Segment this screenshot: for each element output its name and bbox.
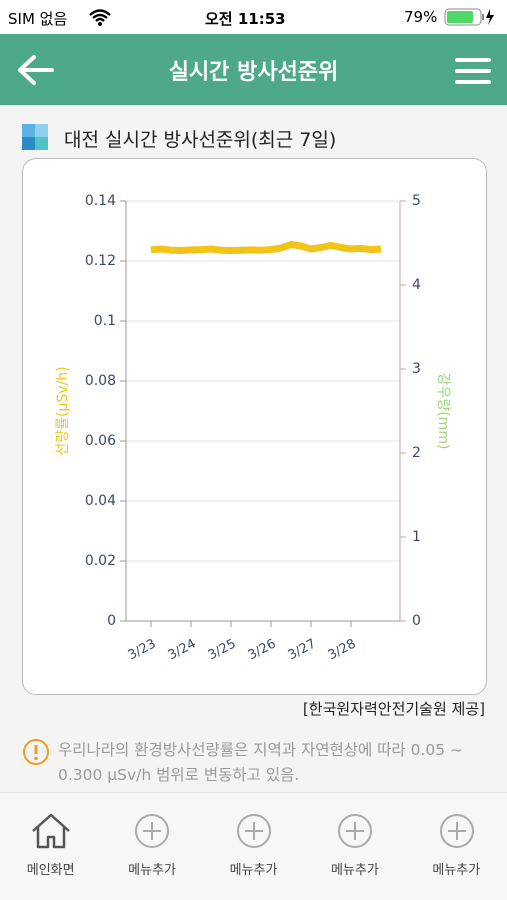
y2-tick-label: 2 <box>412 445 421 461</box>
tab[interactable]: 메뉴추가 <box>101 793 202 900</box>
y2-tick-label: 1 <box>412 529 421 545</box>
clock: 오전 11:53 <box>205 10 286 28</box>
section-icon <box>22 124 48 150</box>
header: 실시간 방사선준위 <box>0 34 507 105</box>
y2-tick-label: 3 <box>412 361 421 377</box>
chart: 0 0.02 0.04 0.06 0.08 0.1 0.12 0.14 0 1 2 3 4 5 선량률(μS… <box>55 193 451 663</box>
y-tick-label: 0.08 <box>85 373 116 389</box>
x-tick-label: 3/27 <box>286 636 319 663</box>
y-tick-label: 0.04 <box>85 493 116 509</box>
status-bar: SIM 없음 오전 11:53 79% <box>0 0 507 34</box>
y-tick-label: 0.12 <box>85 253 116 269</box>
tab-label: 메뉴추가 <box>432 863 481 878</box>
tab-bar: 메인화면 메뉴추가 메뉴추가 메뉴추가 메뉴추가 <box>0 792 507 900</box>
x-tick-label: 3/26 <box>246 636 279 663</box>
chart-card: 0 0.02 0.04 0.06 0.08 0.1 0.12 0.14 0 1 2 3 4 5 선량률(μS… <box>22 158 487 695</box>
y2-tick-label: 4 <box>412 277 421 293</box>
tab-icon <box>439 814 474 848</box>
menu-button[interactable] <box>455 56 491 86</box>
tab[interactable]: 메인화면 <box>0 793 101 900</box>
y-tick-label: 0.1 <box>94 313 116 329</box>
y-tick-label: 0.14 <box>85 193 116 209</box>
section-title: 대전 실시간 방사선준위(최근 7일) <box>64 129 337 151</box>
carrier: SIM 없음 <box>8 10 68 28</box>
back-button[interactable] <box>16 54 56 86</box>
battery-percent: 79% <box>404 8 438 26</box>
data-line <box>150 241 382 254</box>
tab[interactable]: 메뉴추가 <box>406 793 507 900</box>
y2-tick-label: 0 <box>412 613 421 629</box>
tab-icon <box>236 814 271 848</box>
tab-label: 메뉴추가 <box>229 863 278 878</box>
x-tick-label: 3/24 <box>166 636 199 663</box>
x-tick-label: 3/23 <box>126 636 159 663</box>
tab-label: 메인화면 <box>26 863 75 878</box>
tab-icon <box>32 813 70 849</box>
source: [한국원자력안전기술원 제공] <box>302 700 485 718</box>
tab-icon <box>338 814 373 848</box>
warning-icon <box>23 739 49 765</box>
y-axis-label: 선량률(μSv/h) <box>55 366 71 455</box>
y-tick-label: 0.02 <box>85 553 116 569</box>
y2-axis-label: 강우량(mm) <box>435 373 451 450</box>
y-tick-label: 0.06 <box>85 433 116 449</box>
tab[interactable]: 메뉴추가 <box>304 793 405 900</box>
wifi-icon <box>89 9 111 26</box>
y-tick-label: 0 <box>107 613 116 629</box>
notice: 우리나라의 환경방사선량률은 지역과 자연현상에 따라 0.05 ~ 0.300… <box>58 741 464 784</box>
tab-label: 메뉴추가 <box>330 863 379 878</box>
tab[interactable]: 메뉴추가 <box>203 793 304 900</box>
tab-label: 메뉴추가 <box>128 863 176 878</box>
header-title: 실시간 방사선준위 <box>168 60 339 85</box>
x-tick-label: 3/28 <box>326 636 359 663</box>
tab-icon <box>135 814 170 848</box>
battery-icon <box>444 8 494 26</box>
y2-tick-label: 5 <box>412 193 421 209</box>
x-tick-label: 3/25 <box>206 636 239 663</box>
